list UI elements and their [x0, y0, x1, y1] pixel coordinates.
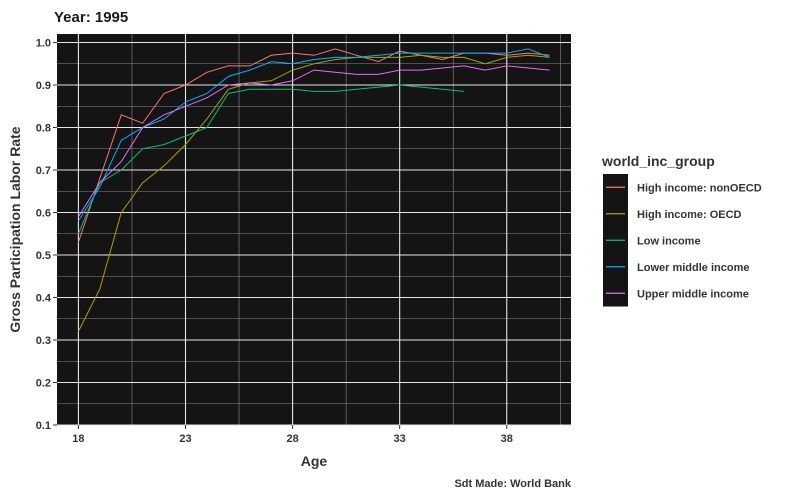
y-tick-label: 0.4: [36, 293, 52, 305]
y-axis: 0.1 0.2 0.3 0.4 0.5 0.6 0.7 0.8 0.9 1.0: [36, 38, 57, 432]
legend-item: Upper middle income: [606, 288, 749, 300]
legend-item: Low income: [606, 235, 701, 247]
x-axis-title: Age: [301, 453, 328, 469]
chart-caption: Sdt Made: World Bank: [454, 478, 571, 490]
series-line: [77, 54, 550, 332]
legend-item: Lower middle income: [606, 262, 749, 274]
x-tick-label: 28: [286, 433, 298, 445]
legend-label: High income: OECD: [637, 209, 742, 221]
legend-label: High income: nonOECD: [637, 182, 762, 194]
series-line: [77, 48, 550, 222]
legend: world_inc_group High income: nonOECD High…: [601, 153, 762, 307]
y-tick-label: 0.1: [36, 420, 51, 432]
y-tick-label: 0.2: [36, 378, 51, 390]
series-line: [77, 65, 550, 218]
legend-label: Upper middle income: [637, 288, 749, 300]
series-lines: [77, 48, 550, 332]
y-tick-label: 0.3: [36, 335, 51, 347]
x-tick-label: 38: [501, 433, 513, 445]
series-line: [77, 84, 464, 234]
x-tick-label: 23: [179, 433, 191, 445]
y-axis-title: Gross Participation Labor Rate: [7, 126, 23, 332]
x-tick-label: 33: [394, 433, 406, 445]
y-tick-label: 0.6: [36, 208, 51, 220]
plot-panel: [57, 34, 571, 425]
legend-item: High income: nonOECD: [606, 182, 762, 194]
legend-label: Low income: [637, 235, 701, 247]
x-tick-label: 18: [72, 433, 84, 445]
y-tick-label: 0.7: [36, 165, 51, 177]
chart-title: Year: 1995: [54, 9, 128, 26]
y-tick-label: 0.9: [36, 80, 51, 92]
x-axis: 18 23 28 33 38: [72, 425, 513, 445]
legend-item: High income: OECD: [606, 209, 742, 221]
y-tick-label: 0.8: [36, 123, 51, 135]
legend-label: Lower middle income: [637, 262, 749, 274]
y-tick-label: 0.5: [36, 250, 51, 262]
legend-title: world_inc_group: [601, 153, 715, 169]
y-tick-label: 1.0: [36, 38, 51, 50]
